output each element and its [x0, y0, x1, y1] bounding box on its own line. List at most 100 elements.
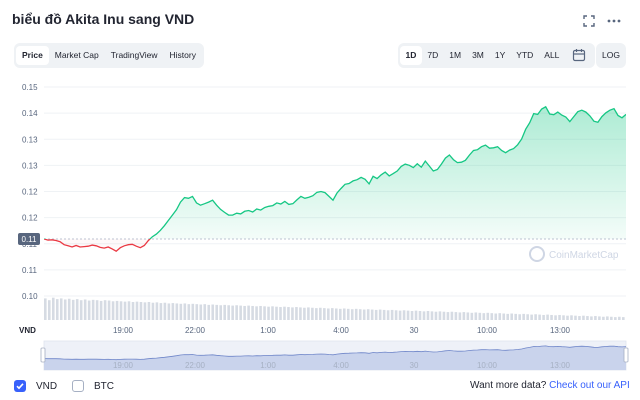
range-1m[interactable]: 1M — [449, 50, 462, 60]
volume-bar — [247, 305, 250, 320]
svg-text:CoinMarketCap: CoinMarketCap — [549, 250, 619, 261]
currency-label: BTC — [94, 380, 114, 392]
price-line-up[interactable] — [44, 105, 626, 251]
volume-bar — [263, 306, 266, 320]
tab-history[interactable]: History — [169, 50, 196, 60]
range-ytd[interactable]: YTD — [516, 50, 534, 60]
x-tick-label: 22:00 — [185, 326, 206, 335]
volume-bar — [207, 304, 211, 320]
volume-bar — [91, 299, 95, 320]
volume-bar — [458, 312, 462, 320]
volume-bar — [55, 299, 59, 320]
volume-bar — [107, 300, 111, 320]
volume-bar — [586, 316, 589, 320]
volume-bar — [99, 300, 103, 320]
volume-bar — [566, 315, 569, 320]
volume-bar — [59, 298, 63, 320]
range-1y[interactable]: 1Y — [494, 50, 506, 60]
currency-option-btc[interactable]: BTC — [72, 380, 114, 392]
volume-bar — [562, 315, 565, 320]
coinmarketcap-watermark: CoinMarketCap — [529, 246, 619, 262]
volume-bar — [171, 303, 175, 320]
volume-bar — [418, 311, 422, 320]
volume-bar — [442, 311, 446, 320]
range-1d[interactable]: 1D — [400, 46, 422, 65]
expand-icon[interactable] — [580, 12, 598, 30]
volume-bar — [358, 309, 362, 320]
volume-bar — [163, 302, 167, 320]
volume-bar — [530, 314, 533, 320]
checkbox-checked-icon[interactable] — [14, 380, 26, 392]
volume-bar — [71, 299, 75, 320]
calendar-icon[interactable] — [571, 46, 587, 65]
chart-type-tabs: Price Market Cap TradingView History — [14, 43, 204, 68]
volume-bar — [454, 312, 458, 320]
volume-bar — [558, 314, 561, 320]
volume-bar — [494, 313, 498, 320]
volume-bar — [406, 310, 410, 320]
log-scale-button[interactable]: LOG — [596, 43, 626, 68]
x-tick-label: 4:00 — [333, 326, 349, 335]
volume-bar — [275, 306, 278, 320]
volume-bar — [398, 310, 402, 320]
volume-bar — [291, 307, 294, 320]
checkbox-unchecked-icon[interactable] — [72, 380, 84, 392]
volume-bar — [115, 300, 119, 320]
volume-bar — [151, 302, 155, 320]
y-tick-label: 0.14 — [22, 109, 38, 118]
y-tick-label: 0.13 — [22, 135, 38, 144]
navigator-tick-label: 13:00 — [550, 361, 571, 370]
volume-bar — [350, 309, 354, 320]
volume-bar — [514, 313, 517, 320]
volume-bar — [287, 307, 290, 320]
tab-tradingview[interactable]: TradingView — [110, 50, 158, 60]
volume-bar — [470, 312, 474, 320]
volume-bar — [502, 313, 506, 320]
volume-bar — [342, 308, 346, 320]
navigator-handle-right[interactable] — [623, 347, 629, 363]
tab-price[interactable]: Price — [16, 46, 49, 65]
volume-bar — [390, 309, 394, 320]
volume-bar — [131, 302, 135, 320]
navigator-handle-left[interactable] — [40, 347, 46, 363]
x-tick-label: 1:00 — [260, 326, 276, 335]
price-area-down — [44, 239, 626, 252]
volume-bar — [231, 305, 234, 320]
volume-bar — [271, 306, 274, 320]
volume-bar — [303, 307, 306, 320]
range-3m[interactable]: 3M — [472, 50, 484, 60]
api-link[interactable]: Check out our API — [549, 380, 630, 391]
x-tick-label: 10:00 — [477, 326, 498, 335]
price-line-down[interactable] — [44, 107, 626, 252]
y-tick-label: 0.15 — [22, 83, 38, 92]
volume-bar — [175, 303, 179, 320]
range-7d[interactable]: 7D — [427, 50, 439, 60]
volume-bar — [538, 314, 541, 320]
volume-bar — [199, 304, 203, 320]
more-dots-icon[interactable] — [605, 12, 623, 30]
volume-bar — [526, 314, 529, 320]
volume-bar — [462, 312, 466, 320]
volume-bar — [323, 308, 326, 320]
volume-bar — [79, 300, 83, 320]
volume-bar — [103, 300, 107, 320]
tab-market-cap[interactable]: Market Cap — [54, 50, 99, 60]
y-tick-label: 0.10 — [22, 292, 38, 301]
x-tick-label: 19:00 — [113, 326, 134, 335]
volume-bar — [378, 309, 382, 320]
volume-bar — [315, 308, 318, 320]
volume-bar — [135, 301, 139, 320]
volume-bar — [155, 302, 159, 320]
volume-bar — [498, 313, 502, 320]
volume-bar — [466, 312, 470, 320]
volume-bar — [522, 313, 525, 320]
volume-bar — [335, 308, 338, 320]
volume-bar — [382, 309, 386, 320]
currency-option-vnd[interactable]: VND — [14, 380, 57, 392]
volume-bar — [386, 310, 390, 320]
navigator-tick-label: 1:00 — [260, 361, 276, 370]
range-all[interactable]: ALL — [544, 50, 560, 60]
volume-bar — [239, 305, 242, 320]
currency-label: VND — [36, 380, 58, 392]
